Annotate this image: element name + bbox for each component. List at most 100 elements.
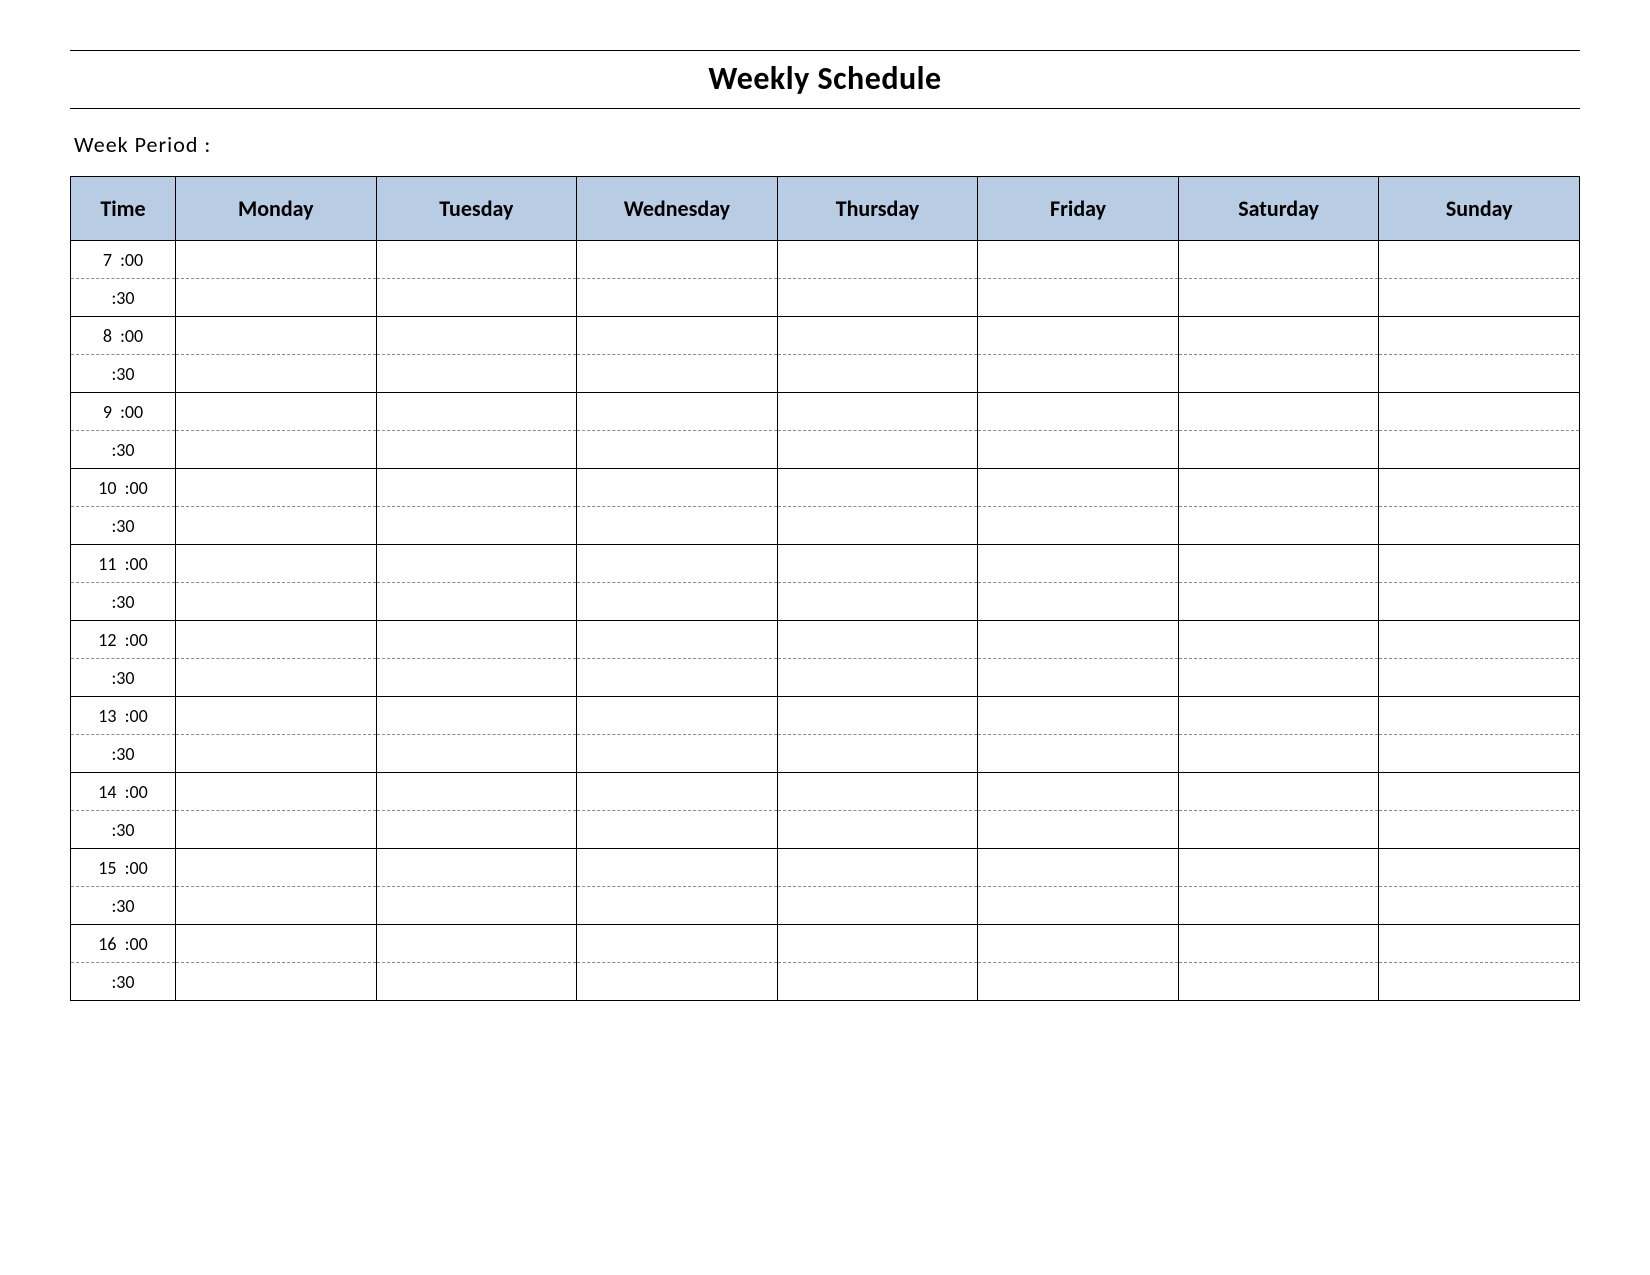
schedule-cell[interactable] <box>577 469 778 507</box>
schedule-cell[interactable] <box>978 659 1179 697</box>
schedule-cell[interactable] <box>1379 659 1580 697</box>
schedule-cell[interactable] <box>176 317 377 355</box>
schedule-cell[interactable] <box>1379 963 1580 1001</box>
schedule-cell[interactable] <box>376 621 577 659</box>
schedule-cell[interactable] <box>376 773 577 811</box>
schedule-cell[interactable] <box>777 355 978 393</box>
schedule-cell[interactable] <box>1178 469 1379 507</box>
schedule-cell[interactable] <box>577 697 778 735</box>
schedule-cell[interactable] <box>777 545 978 583</box>
schedule-cell[interactable] <box>777 697 978 735</box>
schedule-cell[interactable] <box>1379 811 1580 849</box>
schedule-cell[interactable] <box>978 393 1179 431</box>
schedule-cell[interactable] <box>577 583 778 621</box>
schedule-cell[interactable] <box>777 621 978 659</box>
schedule-cell[interactable] <box>777 431 978 469</box>
schedule-cell[interactable] <box>176 849 377 887</box>
schedule-cell[interactable] <box>376 887 577 925</box>
schedule-cell[interactable] <box>176 735 377 773</box>
schedule-cell[interactable] <box>1178 659 1379 697</box>
schedule-cell[interactable] <box>1379 507 1580 545</box>
schedule-cell[interactable] <box>1379 849 1580 887</box>
schedule-cell[interactable] <box>1178 393 1379 431</box>
schedule-cell[interactable] <box>777 659 978 697</box>
schedule-cell[interactable] <box>978 697 1179 735</box>
schedule-cell[interactable] <box>176 811 377 849</box>
schedule-cell[interactable] <box>577 811 778 849</box>
schedule-cell[interactable] <box>777 469 978 507</box>
schedule-cell[interactable] <box>978 317 1179 355</box>
schedule-cell[interactable] <box>176 659 377 697</box>
schedule-cell[interactable] <box>577 431 778 469</box>
schedule-cell[interactable] <box>577 659 778 697</box>
schedule-cell[interactable] <box>176 393 377 431</box>
schedule-cell[interactable] <box>1178 963 1379 1001</box>
schedule-cell[interactable] <box>1379 545 1580 583</box>
schedule-cell[interactable] <box>176 621 377 659</box>
schedule-cell[interactable] <box>1379 279 1580 317</box>
schedule-cell[interactable] <box>577 317 778 355</box>
schedule-cell[interactable] <box>978 279 1179 317</box>
schedule-cell[interactable] <box>176 545 377 583</box>
schedule-cell[interactable] <box>376 963 577 1001</box>
schedule-cell[interactable] <box>1178 697 1379 735</box>
schedule-cell[interactable] <box>1178 887 1379 925</box>
schedule-cell[interactable] <box>978 811 1179 849</box>
schedule-cell[interactable] <box>1379 735 1580 773</box>
schedule-cell[interactable] <box>978 773 1179 811</box>
schedule-cell[interactable] <box>376 545 577 583</box>
schedule-cell[interactable] <box>1178 507 1379 545</box>
schedule-cell[interactable] <box>777 963 978 1001</box>
schedule-cell[interactable] <box>777 811 978 849</box>
schedule-cell[interactable] <box>176 963 377 1001</box>
schedule-cell[interactable] <box>577 393 778 431</box>
schedule-cell[interactable] <box>978 963 1179 1001</box>
schedule-cell[interactable] <box>577 621 778 659</box>
schedule-cell[interactable] <box>1178 355 1379 393</box>
schedule-cell[interactable] <box>978 431 1179 469</box>
schedule-cell[interactable] <box>1178 735 1379 773</box>
schedule-cell[interactable] <box>577 241 778 279</box>
schedule-cell[interactable] <box>978 241 1179 279</box>
schedule-cell[interactable] <box>1178 583 1379 621</box>
schedule-cell[interactable] <box>376 431 577 469</box>
schedule-cell[interactable] <box>978 925 1179 963</box>
schedule-cell[interactable] <box>577 355 778 393</box>
schedule-cell[interactable] <box>376 735 577 773</box>
schedule-cell[interactable] <box>1178 849 1379 887</box>
schedule-cell[interactable] <box>978 849 1179 887</box>
schedule-cell[interactable] <box>777 887 978 925</box>
schedule-cell[interactable] <box>577 545 778 583</box>
schedule-cell[interactable] <box>777 241 978 279</box>
schedule-cell[interactable] <box>376 659 577 697</box>
schedule-cell[interactable] <box>978 621 1179 659</box>
schedule-cell[interactable] <box>376 241 577 279</box>
schedule-cell[interactable] <box>176 583 377 621</box>
schedule-cell[interactable] <box>777 507 978 545</box>
schedule-cell[interactable] <box>577 849 778 887</box>
schedule-cell[interactable] <box>978 469 1179 507</box>
schedule-cell[interactable] <box>978 887 1179 925</box>
schedule-cell[interactable] <box>376 393 577 431</box>
schedule-cell[interactable] <box>777 773 978 811</box>
schedule-cell[interactable] <box>978 583 1179 621</box>
schedule-cell[interactable] <box>376 697 577 735</box>
schedule-cell[interactable] <box>1178 925 1379 963</box>
schedule-cell[interactable] <box>577 735 778 773</box>
schedule-cell[interactable] <box>1178 811 1379 849</box>
schedule-cell[interactable] <box>577 507 778 545</box>
schedule-cell[interactable] <box>1379 393 1580 431</box>
schedule-cell[interactable] <box>777 583 978 621</box>
schedule-cell[interactable] <box>176 469 377 507</box>
schedule-cell[interactable] <box>1178 279 1379 317</box>
schedule-cell[interactable] <box>176 355 377 393</box>
schedule-cell[interactable] <box>777 279 978 317</box>
schedule-cell[interactable] <box>978 507 1179 545</box>
schedule-cell[interactable] <box>978 735 1179 773</box>
schedule-cell[interactable] <box>978 545 1179 583</box>
schedule-cell[interactable] <box>376 925 577 963</box>
schedule-cell[interactable] <box>376 849 577 887</box>
schedule-cell[interactable] <box>376 811 577 849</box>
schedule-cell[interactable] <box>1178 241 1379 279</box>
schedule-cell[interactable] <box>176 507 377 545</box>
